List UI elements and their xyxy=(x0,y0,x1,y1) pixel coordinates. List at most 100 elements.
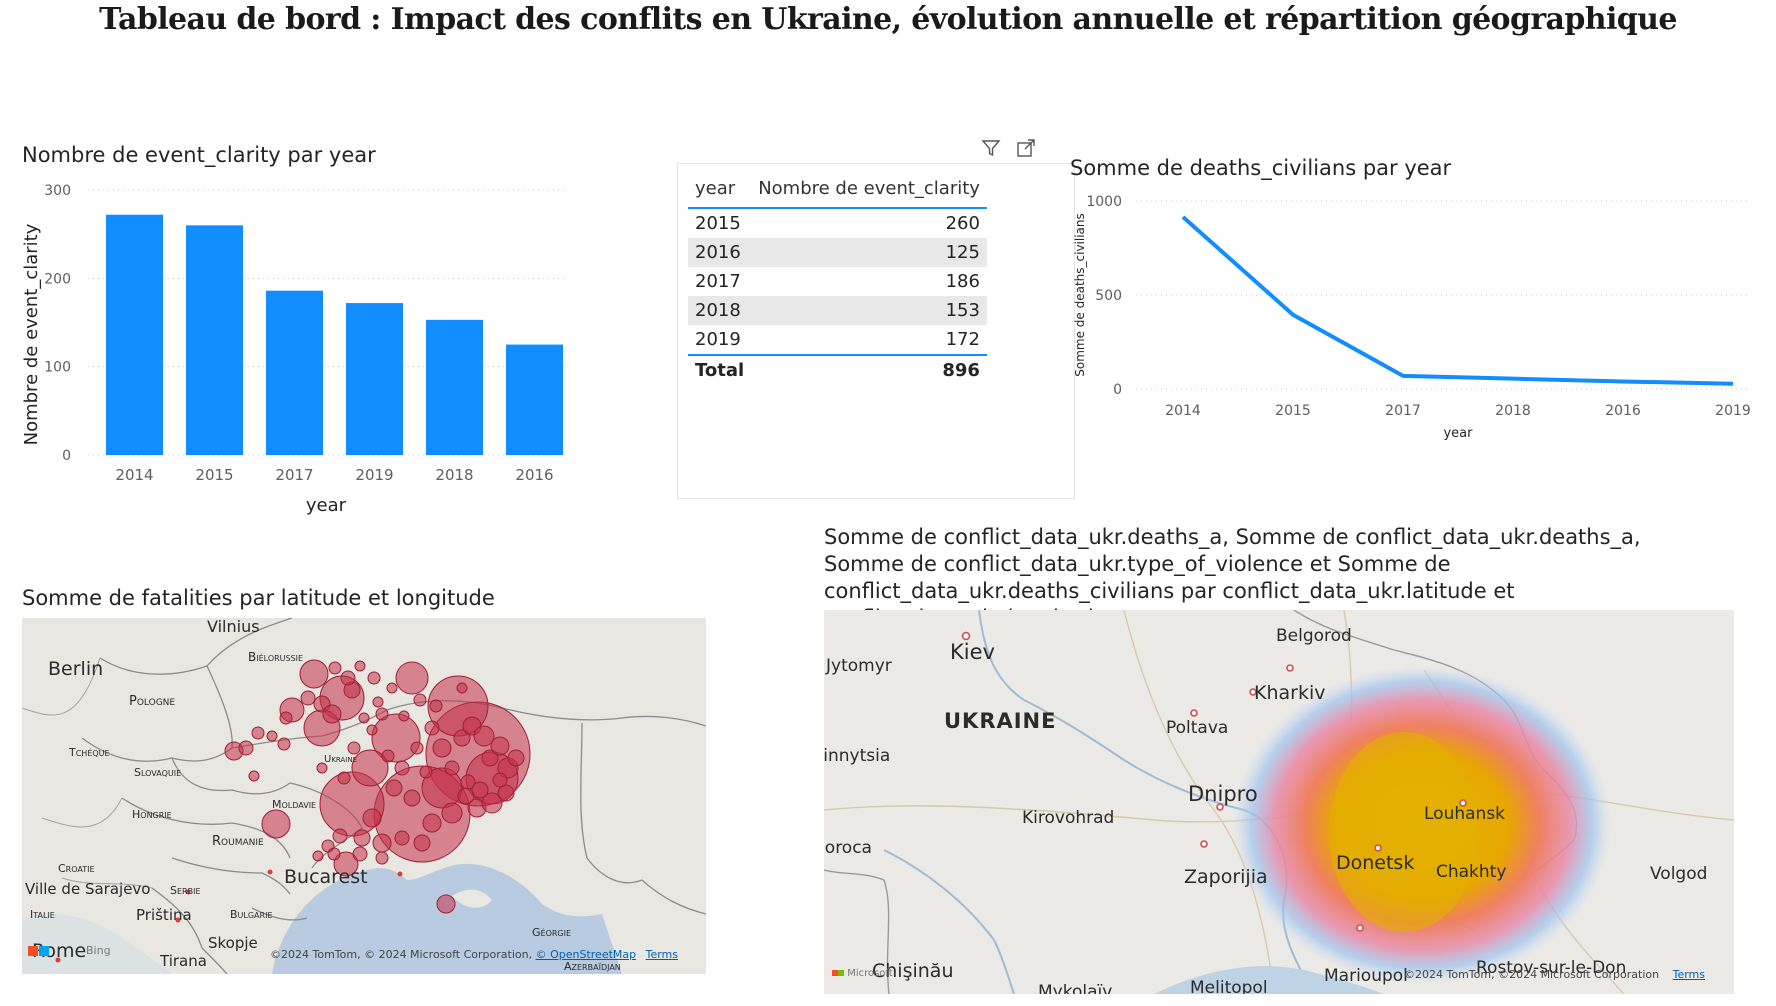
fatality-bubble xyxy=(316,762,328,774)
map-attribution: ©2024 TomTom, © 2024 Microsoft Corporati… xyxy=(270,948,678,961)
fatality-bubble xyxy=(490,736,510,756)
x-axis-title: year xyxy=(306,495,347,516)
fatality-bubble xyxy=(422,813,442,833)
y-axis-title: Nombre de event_clarity xyxy=(21,223,42,445)
fatality-bubble xyxy=(456,682,468,694)
fatality-bubble xyxy=(354,660,366,672)
heat-label-mariupol: Marioupol xyxy=(1324,966,1408,986)
x-tick-label: 2018 xyxy=(435,466,473,484)
fatality-bubble xyxy=(471,781,489,799)
fatality-bubble xyxy=(351,749,389,787)
fatality-bubble xyxy=(251,726,265,740)
attribution-text: ©2024 TomTom, © 2024 Microsoft Corporati… xyxy=(270,948,533,961)
fatality-bubble xyxy=(481,749,499,767)
fatality-bubble xyxy=(366,724,378,736)
fatality-bubble xyxy=(436,894,456,914)
column-header-year[interactable]: year xyxy=(688,172,752,209)
table-row[interactable]: 2015 260 xyxy=(688,208,987,238)
fatality-bubble xyxy=(492,772,508,788)
cell-count: 153 xyxy=(751,296,987,325)
bar-chart[interactable]: 0 100 200 300 2014 2015 2017 2019 2018 2016 year No… xyxy=(18,175,638,565)
map-label-belarus: Biélorussie xyxy=(248,650,304,664)
map-label-czechia: Tchéque xyxy=(69,746,110,759)
heat-label-chisinau: Chişinău xyxy=(872,960,954,982)
fatality-bubble xyxy=(312,850,324,862)
x-tick-label: 2014 xyxy=(115,466,153,484)
fatality-bubble xyxy=(332,828,348,844)
heat-label-chakhty: Chakhty xyxy=(1436,862,1507,882)
heat-attribution-text: ©2024 TomTom, ©2024 Microsoft Corporatio… xyxy=(1404,968,1660,981)
fatality-bubble xyxy=(421,767,463,809)
fatality-bubble xyxy=(367,671,381,685)
microsoft-logo: Microsoft xyxy=(832,968,893,979)
heat-map-base xyxy=(824,610,1734,994)
cell-count: 172 xyxy=(945,329,980,350)
bar xyxy=(506,344,563,455)
map-label-rome: Rome xyxy=(32,940,87,962)
table-row[interactable]: 2019 172 xyxy=(688,325,987,355)
map-label-skopje: Skopje xyxy=(208,934,258,952)
map-label-romania: Roumanie xyxy=(212,834,264,849)
fatality-bubble xyxy=(444,760,460,776)
filter-icon[interactable] xyxy=(978,138,1004,162)
cell-count: 125 xyxy=(751,238,987,267)
x-tick-label: 2016 xyxy=(1605,403,1641,419)
fatality-bubble xyxy=(497,784,515,802)
heat-map[interactable]: Kiev Jytomyr UKRAINE Belgorod Kharkiv Po… xyxy=(824,610,1734,994)
x-tick-label: 2015 xyxy=(1275,403,1311,419)
fatality-bubble xyxy=(403,789,421,807)
heat-label-soroca: Soroca xyxy=(824,838,872,858)
fatality-bubble xyxy=(352,846,368,862)
table-row[interactable]: 2016 125 xyxy=(688,238,987,267)
heat-label-luhansk: Louhansk xyxy=(1424,804,1506,824)
line-chart[interactable]: 0 500 1000 2014 2015 2017 2018 2016 2019 year Somm… xyxy=(1066,188,1766,448)
fatality-bubble xyxy=(238,740,254,756)
heat-label-mykolaiv: Mykolaïv xyxy=(1038,982,1113,994)
fatality-bubble xyxy=(347,741,361,755)
table-row[interactable]: 2018 153 xyxy=(688,296,987,325)
fatality-bubble xyxy=(398,710,410,722)
fatality-bubble xyxy=(375,851,389,865)
heat-label-melitopol: Melitopol xyxy=(1190,978,1268,994)
map-label-pristina: Priština xyxy=(136,906,192,924)
total-label: Total xyxy=(688,354,752,385)
heat-blob-core xyxy=(1329,732,1479,932)
cell-year: 2016 xyxy=(688,238,752,267)
fatality-bubble xyxy=(429,699,443,713)
fatality-bubble xyxy=(473,725,495,747)
fatality-bubble xyxy=(340,670,356,686)
y-tick-label: 300 xyxy=(44,183,71,199)
fatality-bubble xyxy=(410,741,424,755)
y-tick-label: 200 xyxy=(44,271,71,287)
heat-label-rostov: Rostov-sur-le-Don xyxy=(1476,958,1627,978)
map-label-sarajevo: Ville de Sarajevo xyxy=(25,880,151,898)
bar xyxy=(346,303,403,455)
total-value: 896 xyxy=(751,354,987,385)
focus-mode-icon[interactable] xyxy=(1013,138,1039,162)
fatality-bubble xyxy=(424,720,440,736)
map-label-azerbaijan: Azerbaïdjan xyxy=(564,960,621,973)
map-label-italy: Italie xyxy=(30,908,55,921)
line-chart-title: Somme de deaths_civilians par year xyxy=(1070,156,1452,180)
map-label-slovakia: Slovaquie xyxy=(134,766,182,779)
heat-label-vinnytsia: Vinnytsia xyxy=(824,746,891,766)
x-tick-label: 2016 xyxy=(515,466,553,484)
terms-link[interactable]: Terms xyxy=(645,948,679,961)
fatality-bubble xyxy=(362,808,382,828)
heat-map-attribution: ©2024 TomTom, ©2024 Microsoft Corporatio… xyxy=(1404,968,1705,981)
table-row[interactable]: 2017 186 xyxy=(688,267,987,296)
bubble-map[interactable]: Vilnius Biélorussie Berlin Pologne Tchéq… xyxy=(22,618,706,974)
fatality-bubble xyxy=(300,690,316,706)
heat-label-donetsk: Donetsk xyxy=(1336,852,1415,874)
fatality-bubble xyxy=(337,771,351,785)
cell-count: 260 xyxy=(945,213,980,234)
map-label-georgia: Géorgie xyxy=(532,926,572,939)
column-header-count[interactable]: Nombre de event_clarity xyxy=(751,172,987,209)
cell-count: 186 xyxy=(945,271,980,292)
heat-terms-link[interactable]: Terms xyxy=(1672,968,1706,981)
fatality-bubble xyxy=(277,737,291,751)
bubble-layer xyxy=(55,659,531,963)
map-label-poland: Pologne xyxy=(129,694,176,709)
fatality-bubble xyxy=(333,851,359,877)
osm-link[interactable]: © OpenStreetMap xyxy=(535,948,637,961)
